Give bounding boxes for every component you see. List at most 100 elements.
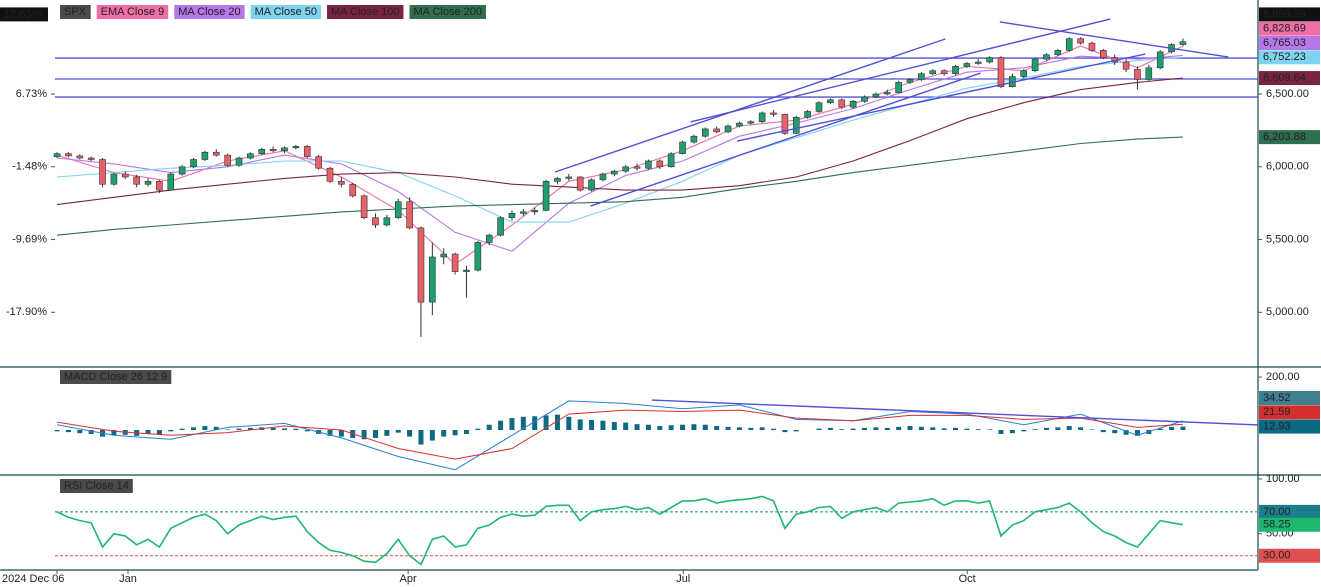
histogram-bar — [202, 426, 208, 430]
histogram-bar — [611, 422, 617, 430]
last-value-box-bg — [1259, 7, 1320, 22]
candle-body — [997, 57, 1005, 88]
candle-body — [895, 82, 902, 93]
histogram-bar — [54, 430, 60, 432]
candle-body — [87, 157, 95, 160]
histogram-bar — [475, 428, 481, 430]
candle-body — [1031, 58, 1039, 72]
histogram-bar — [532, 416, 538, 430]
histogram-bar — [907, 426, 913, 430]
histogram-bar — [213, 426, 219, 430]
last-value-box-bg — [1259, 517, 1320, 532]
candle-body — [576, 176, 584, 191]
last-value-box-bg — [1259, 50, 1320, 65]
histogram-bar — [1066, 426, 1072, 430]
histogram-bar — [65, 430, 71, 433]
level-box: 70.00 — [1263, 506, 1291, 518]
candle-body — [963, 63, 971, 67]
candle-body — [736, 122, 743, 127]
last-value-box-bg — [1259, 419, 1320, 434]
histogram-bar — [862, 427, 868, 430]
chart-title-bg — [60, 5, 91, 19]
histogram-bar — [839, 429, 845, 430]
legend-entry-bg — [409, 5, 486, 19]
candle-body — [474, 242, 482, 271]
histogram-bar — [975, 429, 981, 430]
candle-body — [531, 210, 538, 213]
trend-line — [999, 21, 1229, 58]
histogram-bar — [1112, 430, 1118, 434]
candle-body — [440, 253, 448, 258]
candle-body — [804, 111, 811, 118]
candle-body — [656, 160, 664, 168]
candle-body — [1020, 70, 1028, 77]
histogram-bar — [884, 427, 890, 430]
candle-body — [815, 102, 823, 112]
last-value-box: 34.52 — [1263, 392, 1291, 404]
histogram-bar — [338, 430, 344, 437]
candle-body — [599, 173, 607, 181]
histogram-bar — [156, 430, 162, 435]
histogram-bar — [873, 427, 879, 430]
candle-body — [827, 99, 834, 104]
last-value-box: 6,609.64 — [1263, 72, 1306, 84]
candle-body — [212, 151, 220, 156]
candle-body — [929, 70, 937, 74]
candle-body — [508, 213, 516, 219]
legend-entry-bg — [327, 5, 404, 19]
ma-line — [56, 54, 1183, 252]
histogram-bar — [395, 430, 401, 433]
histogram-bar — [282, 428, 288, 430]
candle-body — [792, 116, 800, 134]
candle-body — [520, 211, 527, 214]
histogram-bar — [589, 419, 595, 430]
candle-body — [918, 73, 925, 80]
last-percent-box: 12.63% — [4, 8, 42, 20]
histogram-bar — [771, 428, 777, 430]
histogram-bar — [225, 429, 231, 430]
candle-body — [1054, 50, 1062, 56]
histogram-bar — [941, 428, 947, 430]
candle-body — [429, 256, 436, 303]
last-value-box-bg — [1259, 36, 1320, 51]
histogram-bar — [327, 430, 333, 436]
candle-body — [258, 149, 266, 154]
trend-line — [554, 38, 946, 173]
candle-body — [1156, 51, 1164, 69]
histogram-bar — [486, 424, 492, 430]
candle-body — [622, 166, 629, 172]
candle-body — [394, 201, 402, 219]
candle-body — [849, 100, 857, 108]
candle-body — [713, 128, 720, 133]
histogram-bar — [247, 427, 253, 430]
ma-line — [56, 136, 1183, 236]
histogram-bar — [1180, 426, 1186, 430]
candle-body — [417, 227, 425, 303]
candle-body — [360, 195, 368, 219]
trend-line — [690, 18, 1111, 123]
candle-body — [747, 121, 755, 124]
histogram-bar — [748, 427, 754, 430]
candle-body — [770, 112, 777, 115]
histogram-bar — [418, 430, 424, 445]
histogram-bar — [782, 430, 788, 433]
histogram-bar — [998, 430, 1004, 434]
legend-entry: MA Close 200 — [414, 6, 482, 18]
candle-body — [645, 160, 652, 169]
histogram-bar — [645, 424, 651, 430]
histogram-bar — [543, 415, 549, 430]
histogram-bar — [680, 424, 686, 430]
last-value-box-bg — [1259, 71, 1320, 86]
histogram-bar — [463, 430, 469, 434]
candle-body — [99, 159, 106, 185]
candle-body — [1134, 68, 1141, 80]
histogram-bar — [509, 418, 515, 430]
ma-line — [56, 56, 1183, 223]
y2-tick-label: -17.90% — [6, 306, 47, 318]
last-value-box-bg — [1259, 21, 1320, 36]
candle-body — [451, 253, 459, 272]
candle-body — [861, 96, 868, 102]
candle-body — [497, 217, 504, 236]
candle-body — [65, 153, 72, 157]
histogram-bar — [1078, 427, 1084, 430]
